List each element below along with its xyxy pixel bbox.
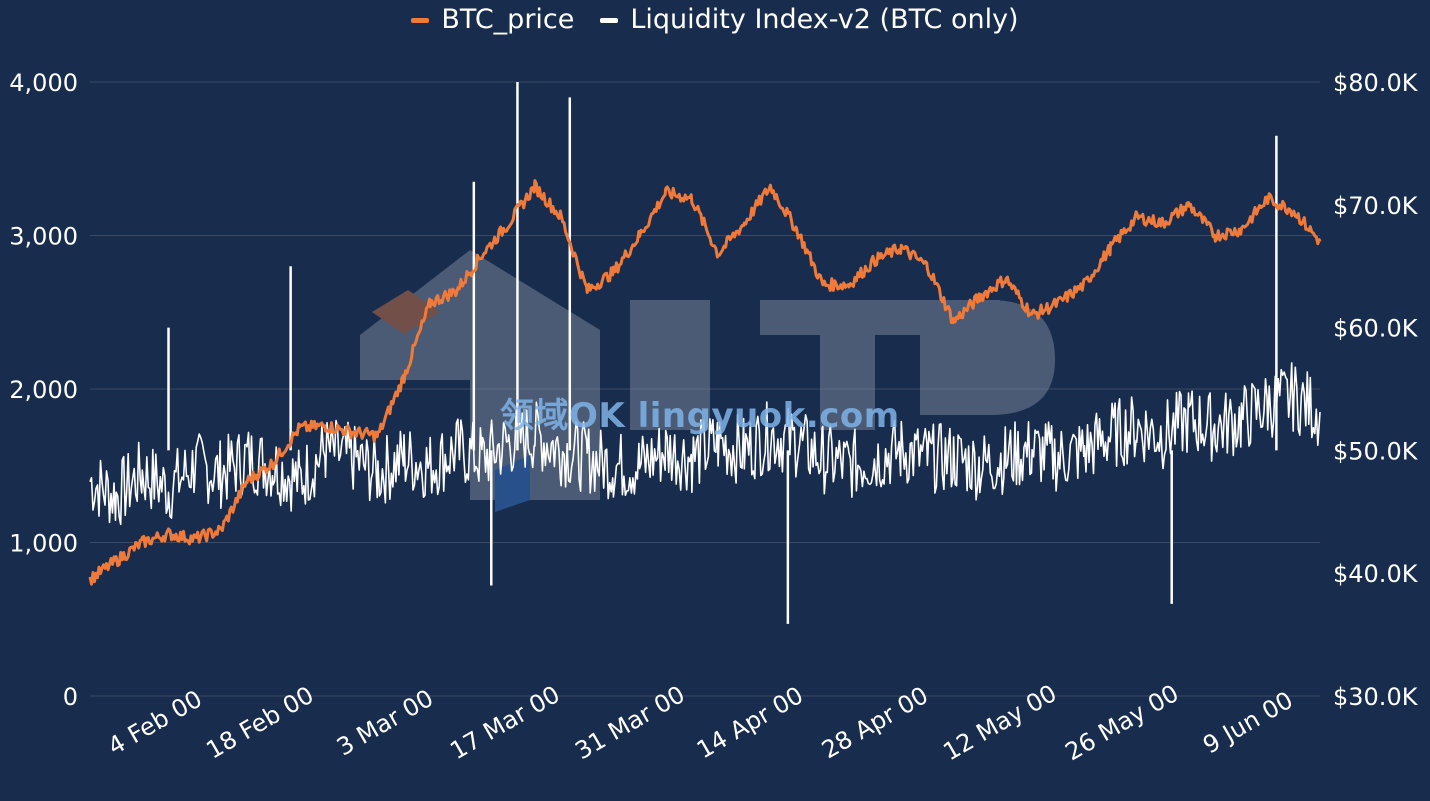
y-right-tick-label: $60.0K [1333, 315, 1419, 343]
x-tick-label: 28 Apr 00 [817, 681, 933, 764]
x-tick-label: 18 Feb 00 [202, 681, 319, 765]
watermark-logo-letter-l [630, 300, 710, 430]
y-left-tick-label: 4,000 [9, 69, 78, 97]
legend-item-btc-price[interactable]: BTC_price [411, 4, 574, 36]
y-left-tick-label: 2,000 [9, 376, 78, 404]
watermark-logo-accent-blue [495, 455, 530, 512]
y-right-tick-label: $70.0K [1333, 192, 1419, 220]
grid-layer [90, 81, 1320, 697]
x-tick-label: 17 Mar 00 [445, 680, 564, 765]
legend-label-btc-price: BTC_price [441, 4, 575, 35]
y-right-tick-label: $80.0K [1333, 69, 1419, 97]
y-left-tick-label: 0 [63, 683, 78, 711]
legend: BTC_price Liquidity Index-v2 (BTC only) [0, 4, 1430, 36]
series-line-btc-price [88, 179, 1322, 586]
y-right-tick-label: $50.0K [1333, 437, 1419, 465]
watermark-logo-letter-t-stem [820, 300, 875, 430]
legend-label-liquidity-index: Liquidity Index-v2 (BTC only) [630, 4, 1019, 35]
watermark-logo-accent [372, 290, 440, 334]
legend-item-liquidity-index[interactable]: Liquidity Index-v2 (BTC only) [600, 4, 1019, 36]
y-right-tick-label: $30.0K [1333, 683, 1419, 711]
watermark-logo-letter-p [920, 300, 1055, 415]
legend-swatch-liquidity-index [600, 17, 619, 23]
watermark-logo [360, 250, 1055, 512]
legend-swatch-btc-price [411, 17, 430, 23]
watermark-text: 领域OK lingyuok.com [500, 396, 900, 436]
y-right-tick-label: $40.0K [1333, 560, 1419, 588]
x-tick-label: 26 May 00 [1060, 679, 1183, 766]
watermark-logo-shape [360, 250, 600, 500]
x-tick-label: 31 Mar 00 [570, 680, 689, 765]
x-tick-label: 14 Apr 00 [692, 681, 808, 764]
x-tick-label: 12 May 00 [938, 679, 1061, 766]
y-left-tick-label: 3,000 [9, 223, 78, 251]
series-layer [88, 82, 1322, 624]
x-tick-label: 9 Jun 00 [1198, 686, 1297, 760]
y-left-tick-label: 1,000 [9, 530, 78, 558]
series-line-liquidity-index [89, 362, 1321, 526]
